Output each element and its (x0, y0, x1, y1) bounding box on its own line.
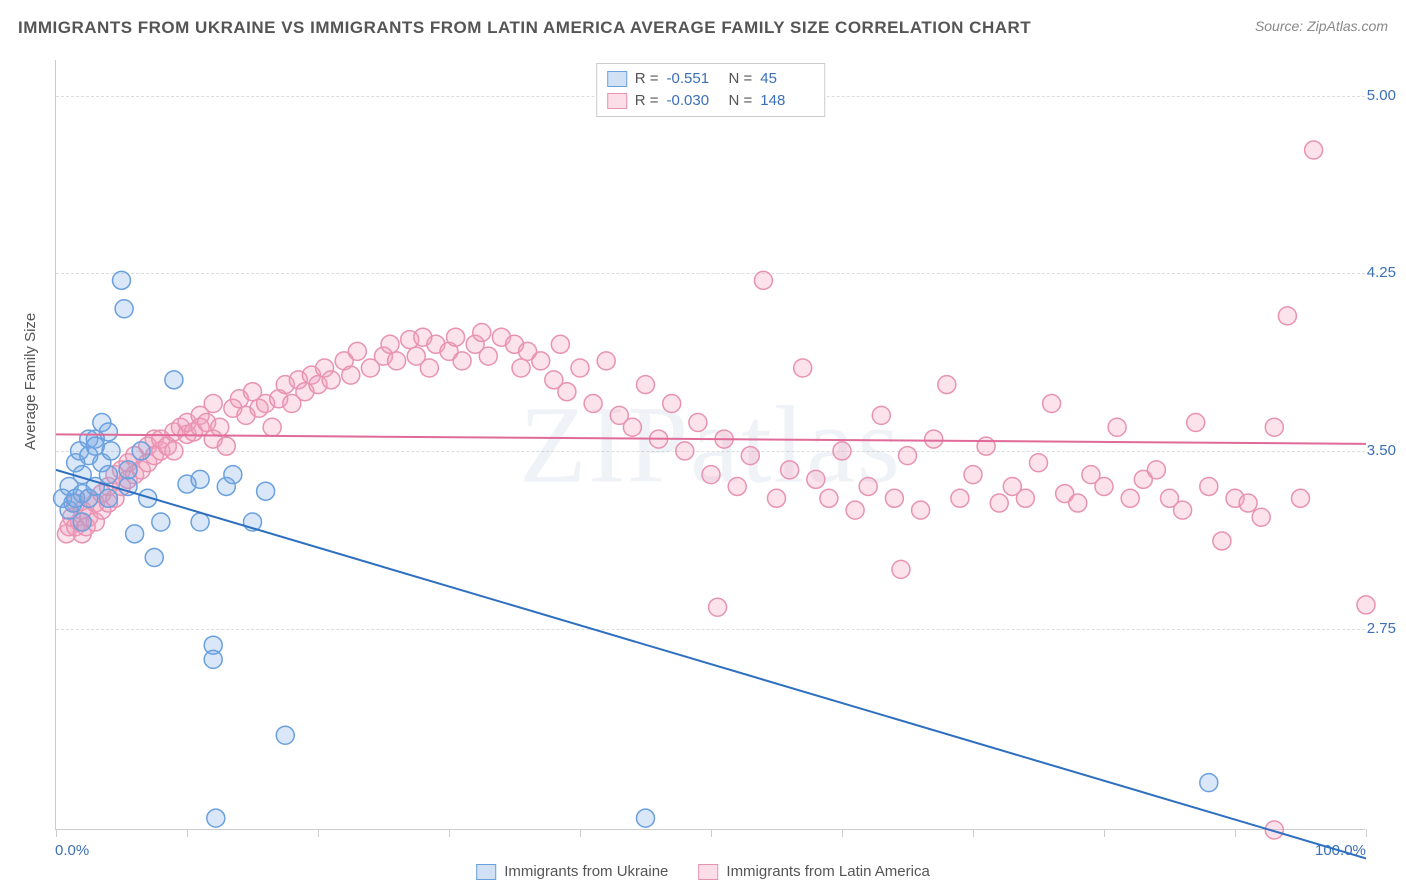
y-tick-label: 4.25 (1367, 264, 1396, 281)
x-tick-label: 0.0% (55, 842, 89, 859)
y-tick-label: 2.75 (1367, 620, 1396, 637)
chart-svg (56, 60, 1365, 829)
source-attribution: Source: ZipAtlas.com (1255, 18, 1388, 34)
legend-item-latin-america: Immigrants from Latin America (698, 863, 929, 880)
legend-top: R =-0.551N =45R =-0.030N =148 (596, 63, 826, 117)
plot-area: ZIPatlas R =-0.551N =45R =-0.030N =148 (55, 60, 1365, 830)
legend-swatch-latin-america (698, 864, 718, 880)
legend-label-latin-america: Immigrants from Latin America (726, 863, 929, 880)
header-row: IMMIGRANTS FROM UKRAINE VS IMMIGRANTS FR… (18, 18, 1388, 44)
legend-swatch-ukraine (476, 864, 496, 880)
legend-item-ukraine: Immigrants from Ukraine (476, 863, 668, 880)
y-tick-label: 5.00 (1367, 87, 1396, 104)
y-tick-label: 3.50 (1367, 442, 1396, 459)
legend-swatch (607, 93, 627, 109)
legend-swatch (607, 71, 627, 87)
legend-label-ukraine: Immigrants from Ukraine (504, 863, 668, 880)
chart-title: IMMIGRANTS FROM UKRAINE VS IMMIGRANTS FR… (18, 18, 1031, 37)
y-axis-label: Average Family Size (22, 313, 39, 450)
legend-bottom: Immigrants from Ukraine Immigrants from … (476, 863, 930, 880)
